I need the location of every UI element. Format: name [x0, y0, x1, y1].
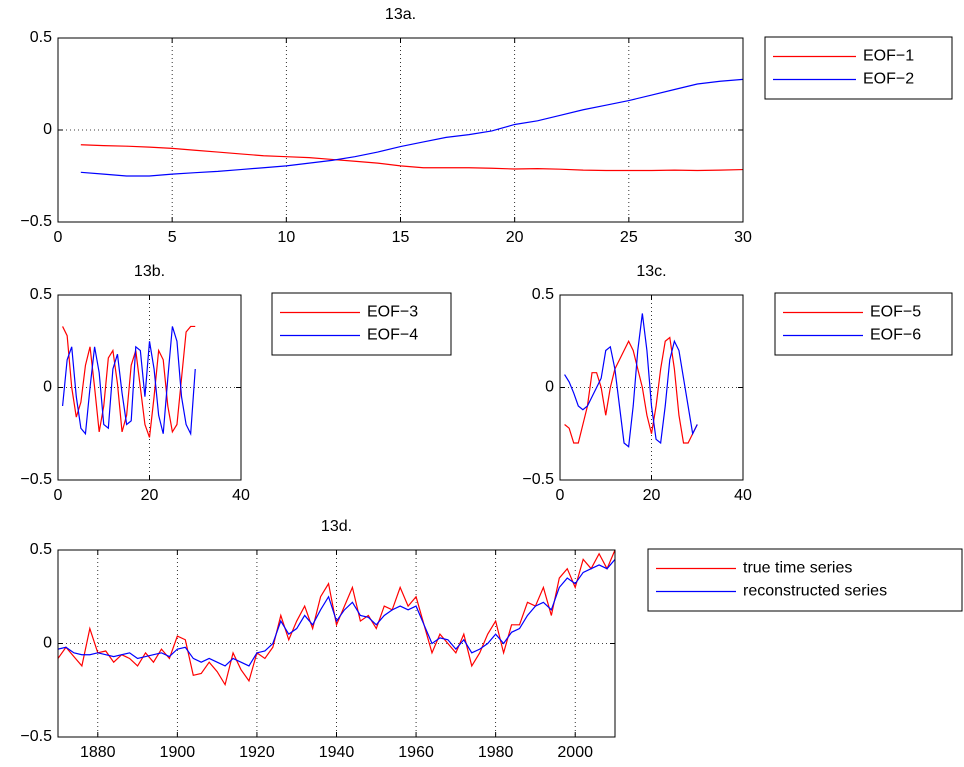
x-tick-label: 1960 [398, 744, 434, 761]
y-tick-label: 0.5 [30, 286, 52, 303]
chart-title: 13a. [385, 6, 416, 23]
y-tick-label: −0.5 [20, 728, 52, 745]
x-tick-label: 0 [54, 487, 63, 504]
x-tick-label: 15 [392, 229, 410, 246]
x-tick-label: 1980 [478, 744, 514, 761]
series-line [80, 144, 744, 172]
y-tick-label: 0 [43, 121, 52, 138]
legend-box [271, 292, 452, 356]
series-line [80, 78, 744, 177]
axes-frame [57, 294, 242, 481]
legend-box [774, 292, 953, 356]
legend-label: EOF−5 [870, 304, 921, 321]
y-tick-label: −0.5 [20, 213, 52, 230]
series-line [564, 313, 698, 448]
x-tick-label: 20 [506, 229, 524, 246]
legend-label: EOF−3 [367, 304, 418, 321]
legend-label: EOF−4 [367, 327, 418, 344]
legend-label: EOF−1 [863, 48, 914, 65]
y-tick-label: −0.5 [522, 471, 554, 488]
chart-title: 13c. [636, 263, 666, 280]
x-tick-label: 2000 [557, 744, 593, 761]
series-line [57, 558, 616, 667]
series-line [62, 325, 196, 438]
y-tick-label: 0.5 [532, 286, 554, 303]
y-tick-label: 0.5 [30, 29, 52, 46]
axes-frame [559, 294, 744, 481]
axes-frame [57, 549, 616, 738]
legend-box [764, 36, 953, 100]
chart-title: 13b. [134, 263, 165, 280]
x-tick-label: 20 [643, 487, 661, 504]
chart-title: 13d. [321, 518, 352, 535]
x-tick-label: 0 [556, 487, 565, 504]
x-tick-label: 40 [232, 487, 250, 504]
series-line [564, 336, 698, 444]
y-tick-label: 0 [43, 635, 52, 652]
x-tick-label: 10 [277, 229, 295, 246]
x-tick-label: 20 [141, 487, 159, 504]
x-tick-label: 30 [734, 229, 752, 246]
legend-box [647, 548, 963, 612]
y-tick-label: 0 [43, 379, 52, 396]
x-tick-label: 1920 [239, 744, 275, 761]
y-tick-label: −0.5 [20, 471, 52, 488]
x-tick-label: 1900 [160, 744, 196, 761]
y-tick-label: 0.5 [30, 541, 52, 558]
axes-frame [57, 37, 744, 223]
series-line [57, 549, 616, 687]
legend-label: EOF−6 [870, 327, 921, 344]
legend-label: reconstructed series [743, 583, 887, 600]
x-tick-label: 1880 [80, 744, 116, 761]
x-tick-label: 0 [54, 229, 63, 246]
legend-label: true time series [743, 560, 852, 577]
legend-label: EOF−2 [863, 71, 914, 88]
x-tick-label: 5 [168, 229, 177, 246]
y-tick-label: 0 [545, 379, 554, 396]
x-tick-label: 25 [620, 229, 638, 246]
x-tick-label: 1940 [319, 744, 355, 761]
series-line [61, 326, 196, 436]
x-tick-label: 40 [734, 487, 752, 504]
